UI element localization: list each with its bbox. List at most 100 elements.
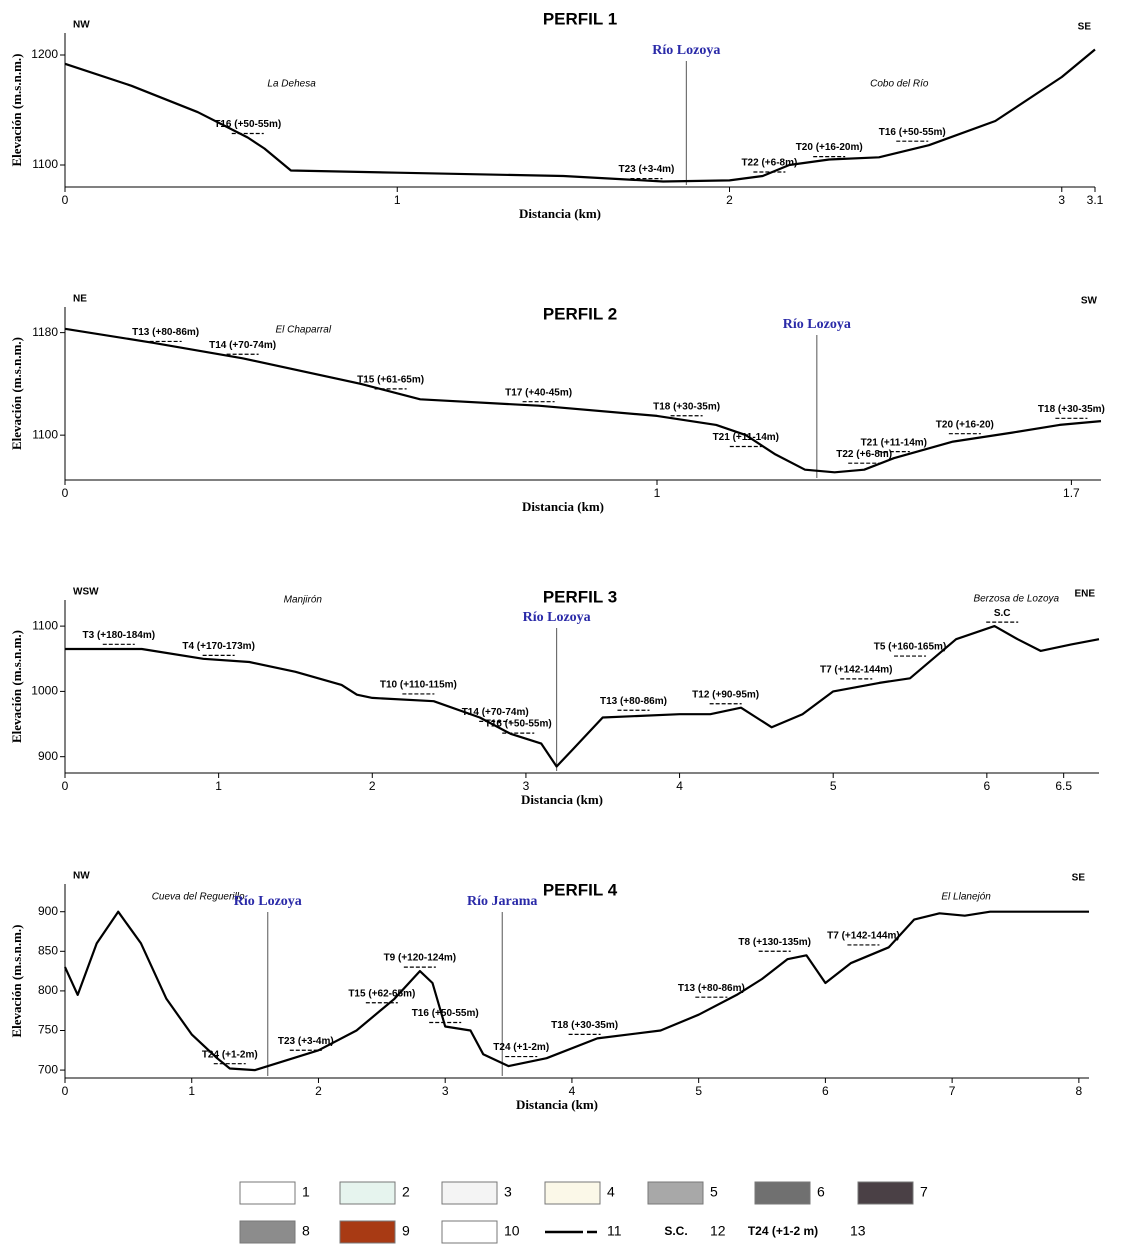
x-tick-label: 1 <box>215 779 222 793</box>
x-tick-label: 1 <box>654 486 661 500</box>
terrace-label: T13 (+80-86m) <box>600 696 667 707</box>
place-name: La Dehesa <box>267 79 316 90</box>
legend-label: 6 <box>817 1184 825 1200</box>
terrace-label: T21 (+11-14m) <box>861 437 927 448</box>
terrace-label: T15 (+62-65m) <box>348 988 415 999</box>
x-tick-label: 7 <box>949 1084 956 1098</box>
terrace-label: T20 (+16-20m) <box>796 142 863 153</box>
legend-swatch <box>339 1181 396 1205</box>
x-tick-label: 4 <box>676 779 683 793</box>
y-tick-label: 700 <box>38 1062 58 1076</box>
terrace-label: T24 (+1-2m) <box>202 1049 258 1060</box>
legend-swatch <box>239 1220 296 1244</box>
y-axis-label: Elevación (m.s.n.m.) <box>9 630 24 743</box>
terrace-label: T16 (+50-55m) <box>485 719 552 730</box>
x-tick-label: 3.1 <box>1087 193 1104 207</box>
river-name: Río Jarama <box>467 894 537 909</box>
y-tick-label: 800 <box>38 983 58 997</box>
x-tick-label: 0 <box>62 193 69 207</box>
terrace-label: T10 (+110-115m) <box>380 680 457 691</box>
terrace-label: T9 (+120-124m) <box>384 953 457 964</box>
x-tick-label: 6 <box>822 1084 829 1098</box>
legend-label: 1 <box>302 1184 310 1200</box>
y-axis-label: Elevación (m.s.n.m.) <box>9 924 24 1037</box>
terrace-label: T18 (+30-35m) <box>653 401 720 412</box>
orientation-right: SW <box>1081 296 1098 307</box>
legend-label: 5 <box>710 1184 718 1200</box>
x-tick-label: 2 <box>315 1084 322 1098</box>
place-name: El Chaparral <box>275 325 331 336</box>
orientation-left: NW <box>73 20 90 31</box>
terrace-label: T14 (+70-74m) <box>209 340 276 351</box>
river-name: Río Lozoya <box>234 894 302 909</box>
panel-title: PERFIL 2 <box>543 304 617 323</box>
terrace-label: T16 (+50-55m) <box>879 127 946 138</box>
x-axis-label: Distancia (km) <box>516 1097 598 1112</box>
terrace-label: T13 (+80-86m) <box>132 327 199 338</box>
terrace-label: T8 (+130-135m) <box>738 937 811 948</box>
orientation-right: ENE <box>1074 589 1095 600</box>
panel-title: PERFIL 4 <box>543 880 618 899</box>
panel-title: PERFIL 3 <box>543 587 617 606</box>
terrace-label: T16 (+50-55m) <box>214 119 281 130</box>
x-tick-label: 1 <box>188 1084 195 1098</box>
x-tick-label: 0 <box>62 1084 69 1098</box>
y-tick-label: 850 <box>38 943 58 957</box>
x-tick-label: 4 <box>569 1084 576 1098</box>
y-tick-label: 1000 <box>31 684 58 698</box>
legend-label: 10 <box>504 1223 520 1239</box>
terrace-label: T23 (+3-4m) <box>619 164 675 175</box>
terrace-label: T24 (+1-2m) <box>493 1042 549 1053</box>
y-axis-label: Elevación (m.s.n.m.) <box>9 53 24 166</box>
terrace-label: T12 (+90-95m) <box>692 689 759 700</box>
x-axis-label: Distancia (km) <box>521 792 603 807</box>
x-tick-label: 6.5 <box>1055 779 1072 793</box>
terrace-label: T7 (+142-144m) <box>820 665 893 676</box>
orientation-left: NW <box>73 871 90 882</box>
legend-swatch <box>441 1220 498 1244</box>
x-tick-label: 2 <box>726 193 733 207</box>
terrace-label: T20 (+16-20) <box>936 419 994 430</box>
terrain-profile <box>64 48 1096 183</box>
terrace-label: T5 (+160-165m) <box>874 642 947 653</box>
terrace-label: T22 (+6-8m) <box>836 449 892 460</box>
x-tick-label: 8 <box>1076 1084 1083 1098</box>
terrace-label: T3 (+180-184m) <box>83 630 156 641</box>
legend-label: 8 <box>302 1223 310 1239</box>
terrain-profile <box>64 327 1102 474</box>
legend-swatch <box>544 1181 601 1205</box>
orientation-right: SE <box>1072 873 1086 884</box>
y-tick-label: 900 <box>38 904 58 918</box>
legend-swatch <box>239 1181 296 1205</box>
terrace-label: T18 (+30-35m) <box>1038 404 1105 415</box>
terrace-label: S.C <box>994 608 1011 619</box>
terrace-label: T17 (+40-45m) <box>505 387 572 398</box>
terrace-label: T23 (+3-4m) <box>278 1036 334 1047</box>
river-name: Río Lozoya <box>652 43 720 58</box>
x-tick-label: 6 <box>983 779 990 793</box>
legend-label: 2 <box>402 1184 410 1200</box>
legend-swatch <box>647 1181 704 1205</box>
terrace-label: T7 (+142-144m) <box>827 931 900 942</box>
legend-label: 11 <box>607 1223 622 1239</box>
y-tick-label: 1200 <box>31 47 58 61</box>
orientation-left: NE <box>73 294 87 305</box>
legend-symbol: S.C. <box>664 1224 687 1238</box>
legend-label: 13 <box>850 1223 866 1239</box>
legend-label: 7 <box>920 1184 928 1200</box>
x-tick-label: 0 <box>62 486 69 500</box>
place-name: Cobo del Río <box>870 79 929 90</box>
x-axis-label: Distancia (km) <box>522 499 604 514</box>
place-name: Berzosa de Lozoya <box>973 594 1059 605</box>
legend-label: 9 <box>402 1223 410 1239</box>
legend-swatch <box>754 1181 811 1205</box>
x-tick-label: 1 <box>394 193 401 207</box>
x-tick-label: 3 <box>442 1084 449 1098</box>
terrace-label: T18 (+30-35m) <box>551 1020 618 1031</box>
x-tick-label: 2 <box>369 779 376 793</box>
y-axis-label: Elevación (m.s.n.m.) <box>9 337 24 450</box>
river-name: Río Lozoya <box>783 317 851 332</box>
legend-swatch <box>441 1181 498 1205</box>
terrace-label: T21 (+11-14m) <box>713 432 779 443</box>
